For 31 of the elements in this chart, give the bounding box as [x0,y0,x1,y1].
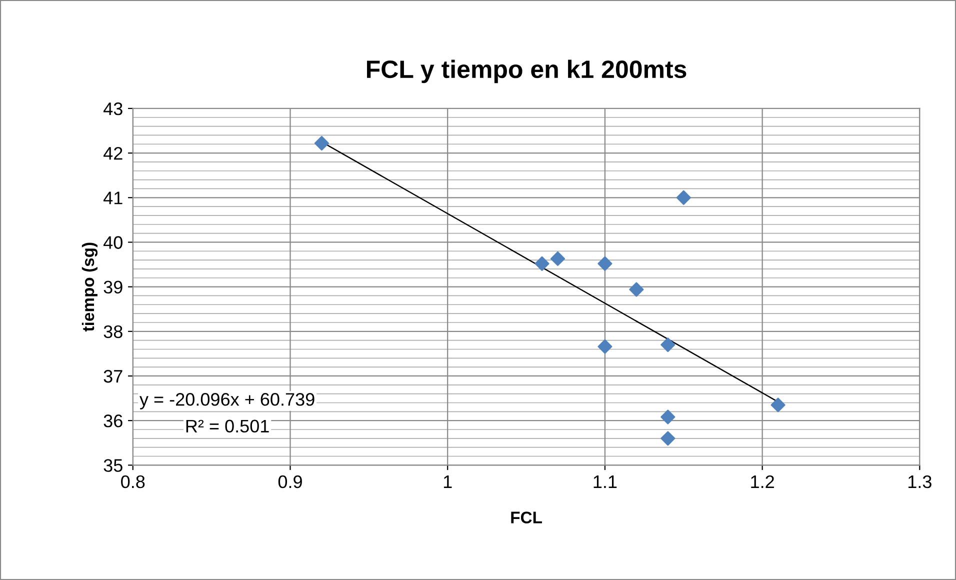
annotation: y = -20.096x + 60.739 [140,393,314,410]
y-tick-label: 39 [104,280,122,294]
point [676,190,691,205]
y-tick-label: 36 [104,414,122,428]
y-tick-label: 37 [104,370,122,383]
y-tick-label: 43 [103,102,122,116]
y-tick-label: 35 [104,459,122,472]
y-axis-title: tiempo (sg) [82,242,98,332]
point [598,256,612,271]
point [770,398,786,412]
point [314,136,329,151]
chart-title: FCL y tiempo en k1 200mts [367,60,686,84]
x-tick-label: 1.1 [594,476,617,488]
y-tick-label: 40 [103,236,122,249]
point [598,339,612,354]
y-tick-label: 38 [104,325,122,338]
x-tick-label: 1.2 [751,475,774,488]
point [534,256,550,271]
y-tick-label: 41 [103,192,122,204]
x-axis-title: FCL [511,512,542,524]
point [660,410,676,424]
x-tick-label: 0.8 [121,475,145,488]
point [629,282,644,297]
point [660,431,676,446]
annotation: R² = 0.501 [186,420,269,433]
x-tick-label: 1 [444,476,452,488]
point [660,337,676,352]
point [550,251,566,266]
y-tick-label: 42 [103,146,122,160]
x-tick-label: 1.3 [908,475,932,488]
x-tick-label: 0.9 [278,475,302,488]
